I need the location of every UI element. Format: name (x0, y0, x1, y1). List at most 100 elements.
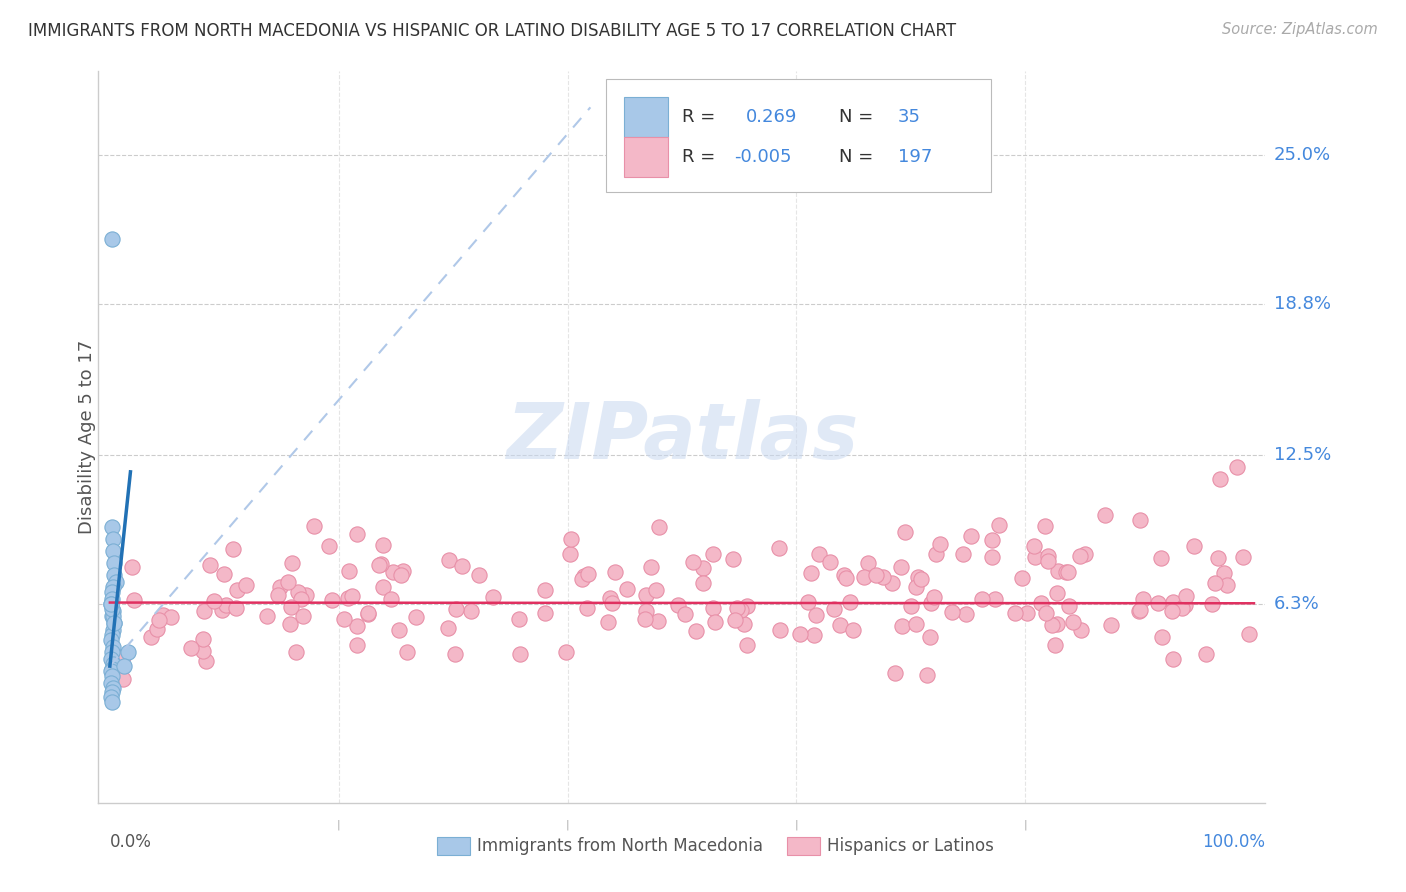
Point (122, 593, 145, 607)
Point (830, 618, 852, 632)
Point (834, 568, 856, 582)
Point (984, 591, 1007, 606)
Point (346, 619, 368, 633)
Point (103, 532, 125, 546)
Point (980, 533, 1002, 548)
Point (1099, 617, 1122, 632)
Point (321, 593, 343, 607)
Text: 0.0%: 0.0% (110, 833, 152, 851)
Point (929, 537, 952, 551)
Point (1015, 606, 1038, 620)
Point (1022, 539, 1045, 553)
Text: 6.3%: 6.3% (1274, 595, 1319, 613)
Point (904, 580, 927, 594)
Point (290, 592, 312, 607)
Point (100, 690, 122, 705)
Point (141, 630, 163, 644)
Point (103, 657, 125, 671)
FancyBboxPatch shape (606, 78, 991, 192)
Point (235, 578, 257, 592)
Text: 18.8%: 18.8% (1274, 295, 1330, 313)
Point (467, 567, 489, 582)
Point (267, 588, 290, 602)
Point (907, 570, 929, 584)
Point (1216, 578, 1239, 592)
Point (103, 544, 125, 558)
Point (1094, 508, 1116, 522)
Point (101, 584, 124, 599)
Text: Source: ZipAtlas.com: Source: ZipAtlas.com (1222, 22, 1378, 37)
Text: |: | (337, 820, 340, 830)
Point (842, 623, 865, 637)
Point (160, 610, 183, 624)
Point (1204, 576, 1226, 591)
Point (112, 673, 135, 687)
Point (222, 541, 245, 556)
FancyBboxPatch shape (437, 838, 470, 855)
Text: 25.0%: 25.0% (1274, 146, 1331, 164)
Point (101, 685, 124, 699)
Point (146, 622, 169, 636)
Point (894, 524, 917, 539)
Point (1128, 513, 1150, 527)
Text: Immigrants from North Macedonia: Immigrants from North Macedonia (477, 838, 762, 855)
Point (103, 604, 125, 618)
Point (225, 600, 247, 615)
Point (1046, 586, 1069, 600)
Point (823, 602, 845, 616)
Point (1074, 548, 1097, 562)
Point (1150, 550, 1173, 565)
Point (554, 645, 576, 659)
Point (634, 612, 657, 626)
Text: 197: 197 (898, 148, 932, 166)
Point (645, 583, 668, 598)
Point (370, 557, 392, 571)
Point (1161, 595, 1184, 609)
Point (602, 596, 624, 610)
Point (673, 607, 696, 622)
Point (101, 695, 124, 709)
Point (1201, 597, 1223, 611)
Point (101, 628, 124, 642)
Point (100, 664, 122, 678)
Point (560, 547, 582, 561)
Point (100, 676, 122, 690)
Point (598, 615, 620, 629)
Point (865, 568, 887, 582)
Point (444, 602, 467, 616)
Point (634, 603, 657, 617)
Text: -0.005: -0.005 (734, 148, 792, 166)
Point (103, 556, 125, 570)
Text: |: | (1024, 820, 1026, 830)
Point (647, 614, 669, 628)
Point (342, 589, 364, 603)
Point (1038, 554, 1060, 568)
Point (152, 607, 174, 622)
Point (682, 555, 704, 569)
Text: 12.5%: 12.5% (1274, 446, 1331, 464)
Text: R =: R = (682, 148, 721, 166)
Point (922, 590, 945, 604)
Point (884, 665, 907, 680)
Point (389, 568, 412, 582)
Point (103, 568, 125, 582)
Point (924, 547, 946, 561)
Point (295, 589, 318, 603)
Text: |: | (794, 820, 799, 830)
FancyBboxPatch shape (787, 838, 820, 855)
Point (1208, 472, 1230, 486)
Point (800, 566, 823, 581)
Point (285, 645, 308, 659)
Point (918, 631, 941, 645)
Point (1011, 571, 1033, 585)
Point (735, 599, 758, 614)
Point (1161, 604, 1184, 618)
Point (1057, 599, 1080, 613)
Point (318, 539, 340, 553)
Point (1056, 565, 1078, 579)
Point (212, 566, 235, 581)
Point (1132, 591, 1154, 606)
Point (702, 601, 724, 615)
Point (104, 575, 127, 590)
Point (534, 607, 557, 621)
